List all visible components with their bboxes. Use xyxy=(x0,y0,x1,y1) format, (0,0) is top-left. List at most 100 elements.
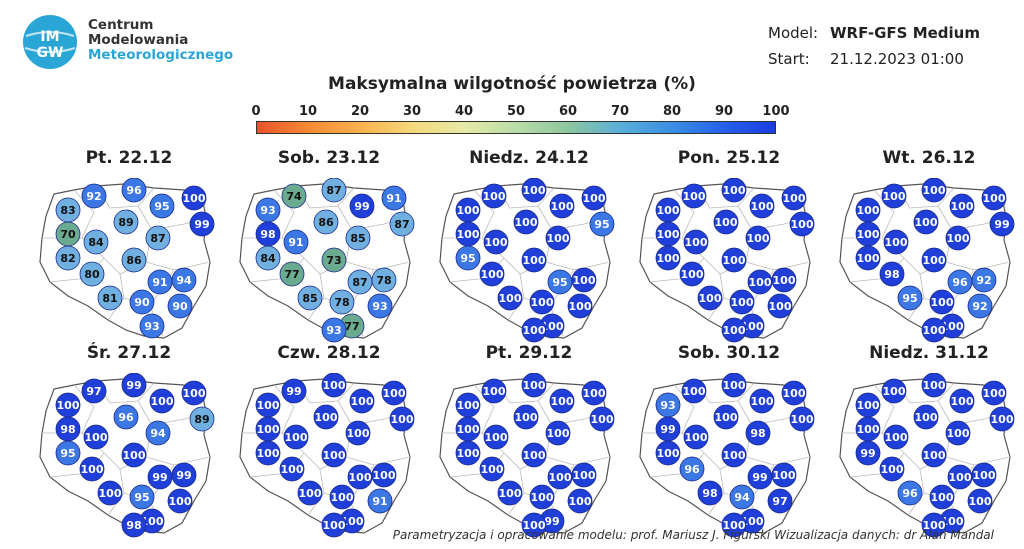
humidity-bubble: 100 xyxy=(279,456,305,482)
bubble-value: 95 xyxy=(134,491,149,504)
bubble-circle xyxy=(479,261,505,287)
bubble-circle xyxy=(855,245,881,271)
bubble-circle xyxy=(497,480,523,506)
day-panel: Niedz. 24.12 100 100 100 100 100 100 95 100 100 10… xyxy=(434,148,624,343)
bubble-value: 100 xyxy=(915,216,938,229)
bubble-circle xyxy=(921,373,947,398)
bubble-value: 100 xyxy=(485,236,508,249)
bubble-circle xyxy=(321,178,347,203)
humidity-bubble: 89 xyxy=(189,406,215,432)
humidity-bubble: 86 xyxy=(121,247,147,273)
humidity-bubble: 100 xyxy=(545,225,571,251)
humidity-bubble: 100 xyxy=(921,317,947,343)
bubble-circle xyxy=(567,293,593,319)
humidity-bubble: 93 xyxy=(367,293,393,319)
bubble-value: 99 xyxy=(544,515,559,528)
bubble-circle xyxy=(167,293,193,319)
bubble-circle xyxy=(921,442,947,468)
bubble-circle xyxy=(655,245,681,271)
bubble-value: 81 xyxy=(102,292,117,305)
humidity-bubble: 100 xyxy=(549,193,575,219)
bubble-circle xyxy=(921,178,947,203)
bubble-value: 87 xyxy=(150,232,165,245)
bubble-value: 100 xyxy=(531,296,554,309)
humidity-bubble: 87 xyxy=(389,211,415,237)
bubble-circle xyxy=(529,289,555,315)
scale-tick-label: 80 xyxy=(662,104,682,119)
humidity-bubble: 100 xyxy=(945,225,971,251)
humidity-bubble: 91 xyxy=(367,488,393,514)
bubble-value: 83 xyxy=(60,204,75,217)
humidity-bubble: 86 xyxy=(313,209,339,235)
bubble-circle xyxy=(697,285,723,311)
bubble-value: 100 xyxy=(573,469,596,482)
humidity-bubble: 100 xyxy=(121,442,147,468)
bubble-value: 100 xyxy=(583,387,606,400)
bubble-value: 100 xyxy=(883,190,906,203)
humidity-bubble: 81 xyxy=(97,285,123,311)
humidity-bubble: 87 xyxy=(321,178,347,203)
day-label: Sob. 23.12 xyxy=(277,148,381,168)
humidity-bubble: 100 xyxy=(913,404,939,430)
bubble-value: 92 xyxy=(86,190,101,203)
bubble-value: 100 xyxy=(731,296,754,309)
humidity-bubble: 100 xyxy=(789,211,815,237)
bubble-value: 100 xyxy=(923,184,946,197)
bubble-value: 100 xyxy=(923,449,946,462)
bubble-value: 100 xyxy=(347,427,370,440)
humidity-bubble: 100 xyxy=(545,420,571,446)
bubble-value: 100 xyxy=(523,324,546,337)
start-value: 21.12.2023 01:00 xyxy=(830,50,964,68)
humidity-bubble: 100 xyxy=(549,388,575,414)
bubble-value: 100 xyxy=(973,469,996,482)
bubble-circle xyxy=(729,484,755,510)
bubble-circle xyxy=(145,225,171,251)
humidity-bubble: 100 xyxy=(255,416,281,442)
humidity-bubble: 100 xyxy=(913,209,939,235)
humidity-bubble: 99 xyxy=(855,440,881,466)
humidity-bubble: 100 xyxy=(255,392,281,418)
bubble-circle xyxy=(321,317,347,343)
humidity-bubble: 99 xyxy=(189,211,215,237)
humidity-bubble: 100 xyxy=(749,388,775,414)
bubble-circle xyxy=(255,245,281,271)
bubble-value: 100 xyxy=(783,192,806,205)
bubble-value: 100 xyxy=(923,324,946,337)
bubble-value: 100 xyxy=(683,385,706,398)
bubble-circle xyxy=(883,424,909,450)
humidity-bubble: 100 xyxy=(655,221,681,247)
badge-top-text: IM xyxy=(40,29,59,45)
bubble-circle xyxy=(389,211,415,237)
bubble-circle xyxy=(389,406,415,432)
humidity-bubble: 87 xyxy=(145,225,171,251)
bubble-circle xyxy=(529,484,555,510)
humidity-bubble: 100 xyxy=(729,289,755,315)
bubble-value: 100 xyxy=(81,463,104,476)
bubble-circle xyxy=(513,404,539,430)
day-label: Niedz. 31.12 xyxy=(869,343,989,363)
bubble-circle xyxy=(147,464,173,490)
bubble-value: 99 xyxy=(176,469,191,482)
humidity-bubble: 100 xyxy=(879,456,905,482)
bubble-value: 100 xyxy=(791,218,814,231)
bubble-value: 95 xyxy=(60,447,75,460)
humidity-bubble: 100 xyxy=(255,440,281,466)
bubble-circle xyxy=(913,209,939,235)
bubble-circle xyxy=(921,247,947,273)
bubble-value: 100 xyxy=(923,254,946,267)
logo-line-3: Meteorologicznego xyxy=(88,47,234,63)
bubble-value: 100 xyxy=(573,274,596,287)
scale-tick-label: 60 xyxy=(558,104,578,119)
humidity-bubble: 100 xyxy=(497,480,523,506)
bubble-circle xyxy=(749,193,775,219)
humidity-bubble: 74 xyxy=(281,183,307,209)
bubble-circle xyxy=(989,406,1015,432)
bubble-circle xyxy=(729,289,755,315)
bubble-circle xyxy=(381,185,407,211)
humidity-bubble: 84 xyxy=(255,245,281,271)
bubble-circle xyxy=(767,293,793,319)
humidity-bubble: 100 xyxy=(79,456,105,482)
humidity-bubble: 100 xyxy=(455,197,481,223)
bubble-circle xyxy=(189,406,215,432)
bubble-value: 87 xyxy=(352,276,367,289)
